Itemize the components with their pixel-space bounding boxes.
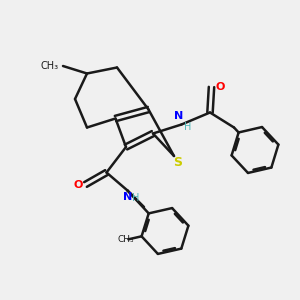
Text: N: N bbox=[174, 111, 183, 121]
Text: H: H bbox=[184, 122, 191, 133]
Text: CH₃: CH₃ bbox=[117, 236, 134, 244]
Text: S: S bbox=[173, 155, 182, 169]
Text: CH₃: CH₃ bbox=[40, 61, 58, 71]
Text: H: H bbox=[132, 193, 140, 203]
Text: N: N bbox=[123, 192, 132, 202]
Text: O: O bbox=[73, 179, 83, 190]
Text: O: O bbox=[215, 82, 224, 92]
